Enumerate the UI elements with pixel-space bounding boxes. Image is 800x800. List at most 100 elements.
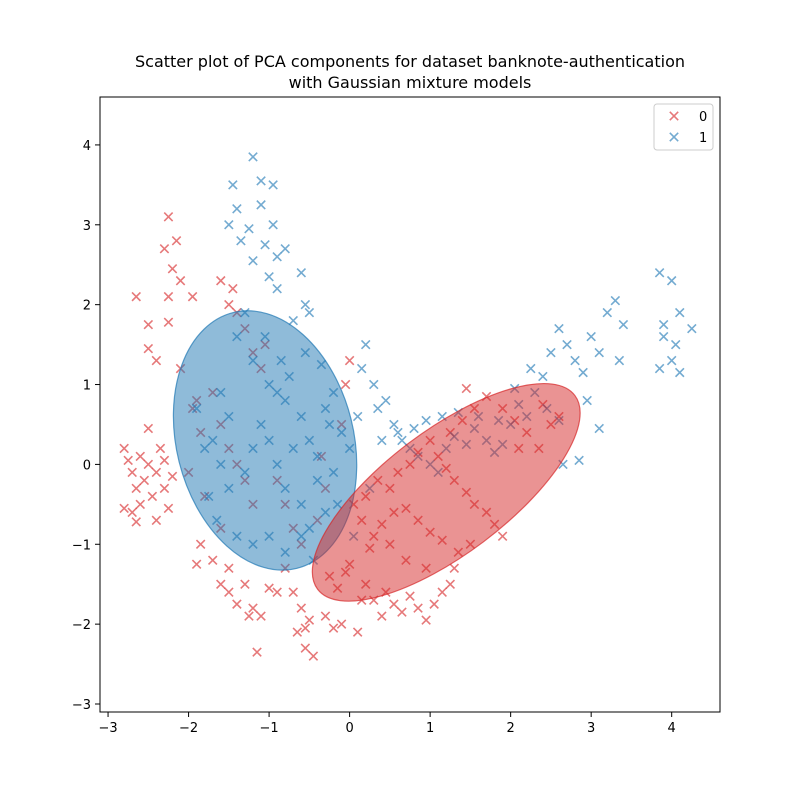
plot-content <box>119 152 697 661</box>
point-series-0 <box>344 355 355 366</box>
point-series-0 <box>224 587 234 597</box>
point-series-1 <box>546 347 556 358</box>
point-series-0 <box>288 587 299 597</box>
point-series-0 <box>127 507 137 518</box>
point-series-0 <box>216 275 226 286</box>
point-series-0 <box>163 317 174 327</box>
point-series-0 <box>143 459 154 470</box>
point-series-1 <box>228 180 238 190</box>
point-series-0 <box>131 483 141 494</box>
point-series-1 <box>268 220 278 230</box>
point-series-0 <box>119 443 129 454</box>
point-series-1 <box>670 339 681 350</box>
point-series-1 <box>658 331 669 342</box>
point-series-0 <box>328 623 339 633</box>
point-series-0 <box>135 451 146 462</box>
point-series-0 <box>143 343 154 354</box>
chart-subtitle: with Gaussian mixture models <box>289 73 532 92</box>
x-tick-label: 3 <box>587 721 595 736</box>
point-series-1 <box>586 331 596 342</box>
point-series-0 <box>336 619 347 629</box>
legend-box <box>653 103 714 151</box>
point-series-1 <box>687 323 697 334</box>
point-series-0 <box>155 443 166 454</box>
point-series-0 <box>421 615 431 625</box>
x-tick-label: 2 <box>507 721 515 736</box>
x-tick-label: −1 <box>260 721 279 736</box>
point-series-1 <box>654 267 665 278</box>
point-series-0 <box>308 651 319 661</box>
point-series-1 <box>582 395 592 406</box>
point-series-0 <box>232 599 242 609</box>
point-series-0 <box>131 517 141 527</box>
point-series-1 <box>602 307 613 318</box>
legend-marker-1 <box>669 132 679 142</box>
legend: 01 <box>653 103 714 151</box>
point-series-0 <box>240 579 250 589</box>
point-series-1 <box>397 435 407 446</box>
point-series-1 <box>409 423 419 434</box>
point-series-0 <box>437 587 447 597</box>
point-series-1 <box>244 224 254 234</box>
point-series-0 <box>207 555 218 566</box>
y-tick-label: 1 <box>83 379 91 394</box>
point-series-0 <box>119 503 129 514</box>
gmm-ellipse-1 <box>172 310 358 571</box>
point-series-0 <box>244 611 254 621</box>
point-series-0 <box>147 491 158 502</box>
point-series-1 <box>356 363 367 374</box>
point-series-0 <box>163 212 174 222</box>
y-tick-label: 2 <box>83 299 91 314</box>
point-series-1 <box>369 379 379 390</box>
point-series-1 <box>272 251 282 262</box>
point-series-0 <box>127 467 137 478</box>
point-series-1 <box>538 371 548 382</box>
point-series-0 <box>216 579 226 589</box>
point-series-0 <box>405 591 415 601</box>
point-series-1 <box>304 307 315 318</box>
point-series-0 <box>171 236 182 246</box>
point-series-1 <box>674 367 685 378</box>
point-series-1 <box>614 355 625 366</box>
chart-title: Scatter plot of PCA components for datas… <box>135 52 685 71</box>
point-series-1 <box>300 299 311 310</box>
point-series-0 <box>264 583 274 593</box>
point-series-1 <box>654 363 665 374</box>
point-series-0 <box>123 455 133 466</box>
point-series-0 <box>167 471 178 482</box>
point-series-0 <box>159 483 170 494</box>
point-series-0 <box>449 563 460 573</box>
point-series-1 <box>268 180 278 190</box>
y-tick-label: −3 <box>72 698 91 713</box>
point-series-0 <box>175 275 186 286</box>
point-series-1 <box>260 239 270 250</box>
point-series-1 <box>236 236 246 246</box>
point-series-0 <box>151 515 162 526</box>
gmm-ellipse-0 <box>311 382 581 602</box>
point-series-1 <box>393 427 403 438</box>
point-series-0 <box>139 475 150 486</box>
point-series-1 <box>373 403 383 414</box>
point-series-0 <box>248 603 258 613</box>
point-series-0 <box>497 531 508 542</box>
legend-marker-0 <box>669 111 679 121</box>
point-series-1 <box>389 419 399 430</box>
point-series-1 <box>248 255 258 266</box>
point-series-0 <box>292 627 303 637</box>
legend-label-0: 0 <box>699 110 707 125</box>
point-series-1 <box>288 315 299 326</box>
point-series-0 <box>187 291 198 302</box>
x-tick-label: 4 <box>668 721 676 736</box>
point-series-0 <box>389 599 399 609</box>
point-series-1 <box>562 339 572 350</box>
point-series-0 <box>167 263 178 274</box>
point-series-0 <box>320 611 331 621</box>
plot-frame <box>99 96 721 713</box>
point-series-0 <box>397 607 407 617</box>
point-series-0 <box>191 559 202 570</box>
point-series-0 <box>340 379 351 390</box>
x-tick-label: −2 <box>179 721 198 736</box>
point-series-1 <box>296 267 307 278</box>
point-series-0 <box>143 319 154 330</box>
